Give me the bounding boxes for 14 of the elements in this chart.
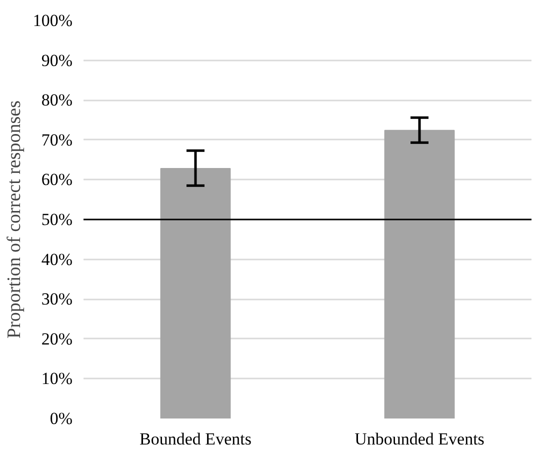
y-tick-label: 50% xyxy=(41,210,73,229)
y-tick-label: 80% xyxy=(41,90,73,110)
x-tick-label: Unbounded Events xyxy=(354,430,484,448)
y-tick-label: 100% xyxy=(32,11,73,30)
y-tick-label: 10% xyxy=(41,369,73,388)
y-tick-label: 90% xyxy=(41,50,73,70)
y-tick-label: 20% xyxy=(41,329,73,348)
y-tick-label: 70% xyxy=(41,130,73,150)
y-tick-label: 60% xyxy=(41,170,73,190)
y-axis-title: Proportion of correct responses xyxy=(4,100,25,338)
y-tick-label: 0% xyxy=(50,409,73,428)
y-tick-label: 30% xyxy=(41,290,73,309)
x-tick-label: Bounded Events xyxy=(140,430,252,448)
y-tick-label: 40% xyxy=(41,250,73,269)
